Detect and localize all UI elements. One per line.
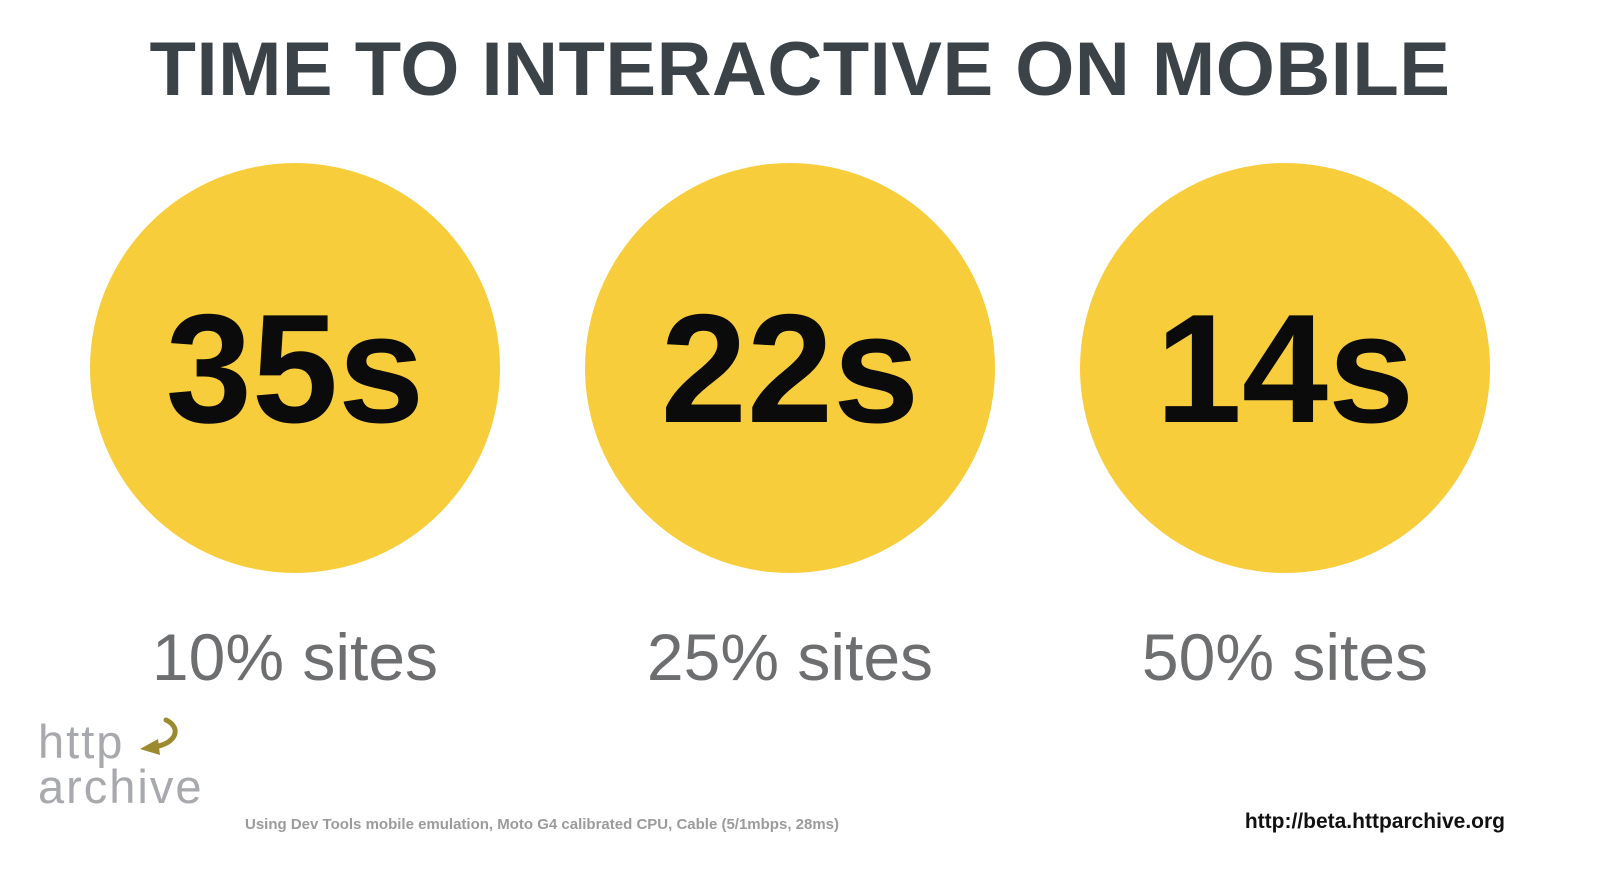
- stat-label: 25% sites: [646, 620, 934, 694]
- stat-10th-percentile: 35s 10% sites: [90, 163, 500, 695]
- page-title: TIME TO INTERACTIVE ON MOBILE: [149, 27, 1451, 112]
- stat-50th-percentile: 14s 50% sites: [1080, 163, 1490, 695]
- logo-text-archive: archive: [38, 759, 204, 813]
- stat-label: 10% sites: [151, 620, 439, 694]
- site-url: http://beta.httparchive.org: [1244, 810, 1505, 833]
- stats-row: 35s 10% sites 22s 25% sites 14s 50% site…: [90, 163, 1490, 695]
- stat-circle: 14s: [1080, 163, 1490, 573]
- httparchive-logo: http archive: [38, 715, 204, 813]
- stat-label: 50% sites: [1141, 620, 1429, 694]
- methodology-note: Using Dev Tools mobile emulation, Moto G…: [245, 816, 840, 833]
- stat-circle: 22s: [585, 163, 995, 573]
- logo-text-http: http: [38, 715, 125, 768]
- logo-arrow-icon: [140, 717, 178, 755]
- stat-25th-percentile: 22s 25% sites: [585, 163, 995, 695]
- stat-value: 14s: [1155, 281, 1415, 455]
- stat-value: 35s: [165, 281, 425, 455]
- stat-value: 22s: [660, 281, 920, 455]
- stat-circle: 35s: [90, 163, 500, 573]
